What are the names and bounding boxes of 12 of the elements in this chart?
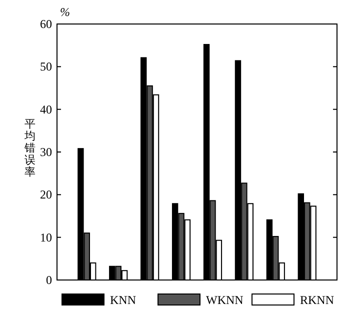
y-tick-label: 0 [46,273,52,287]
y-tick-label: 30 [40,145,52,159]
y-tick-label: 40 [40,102,52,116]
legend-label: RKNN [300,293,334,307]
y-tick-label: 50 [40,60,52,74]
legend-label: KNN [110,293,136,307]
text: % [60,5,70,19]
y-tick-label: 10 [40,230,52,244]
legend-label: WKNN [206,293,244,307]
y-axis-title: 平均错误率 [24,118,36,178]
y-tick-label: 60 [40,17,52,31]
y-tick-label: 20 [40,188,52,202]
